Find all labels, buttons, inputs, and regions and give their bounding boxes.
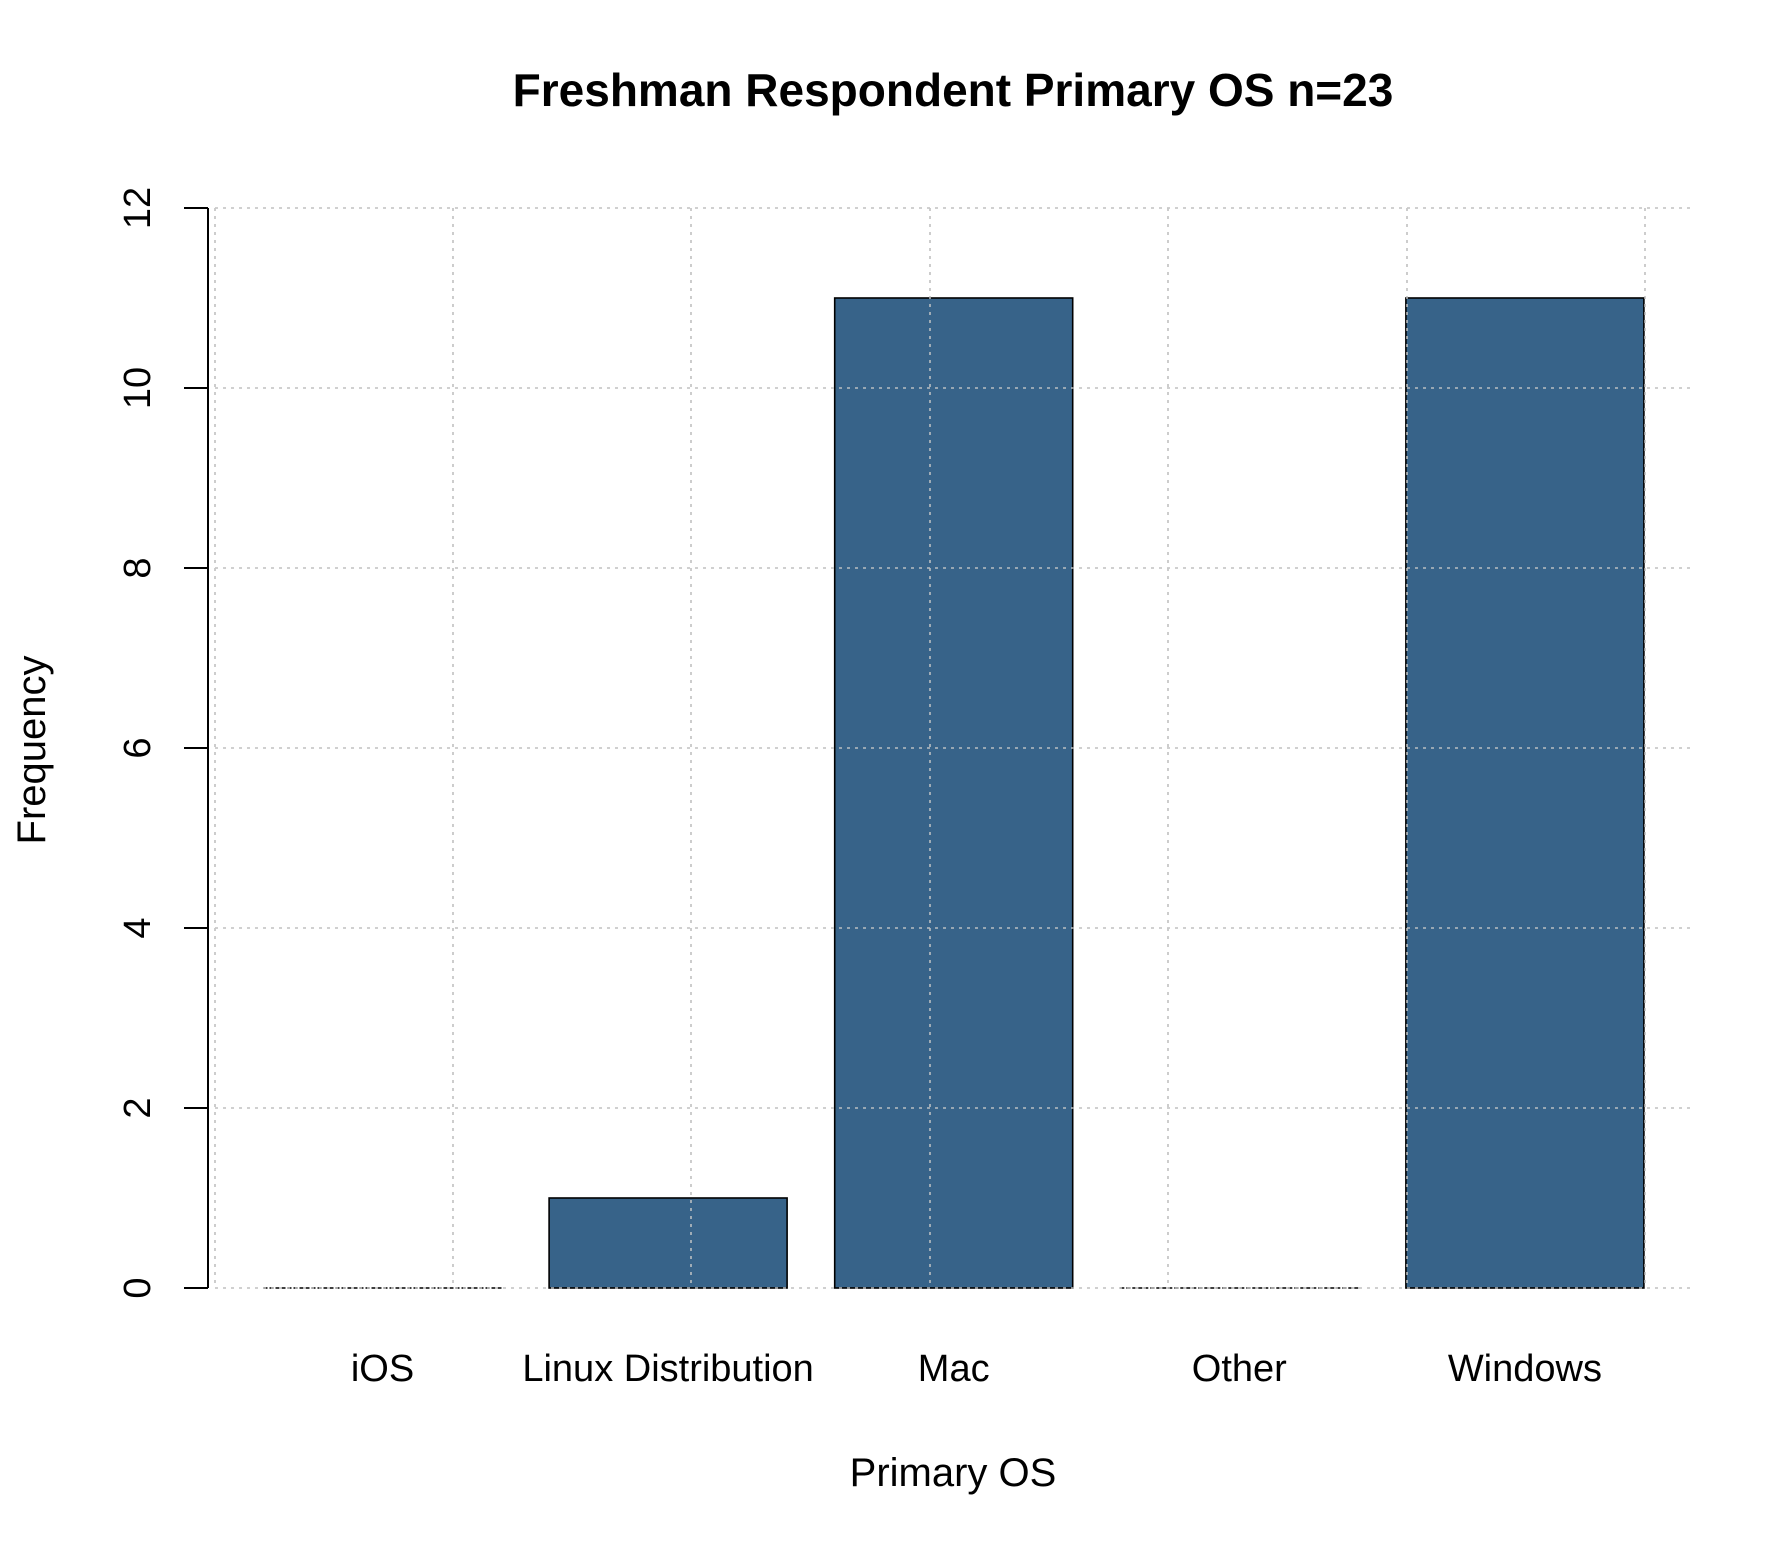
grid-overlay — [214, 207, 1695, 1289]
x-axis-categories: iOS Linux Distribution Mac Other Windows — [351, 1348, 1602, 1390]
y-tick-label: 0 — [117, 1277, 159, 1298]
bar-linux-distribution — [548, 1197, 788, 1289]
y-tick-label: 4 — [117, 917, 159, 938]
y-tick-label: 6 — [117, 737, 159, 758]
y-tick-label: 12 — [117, 187, 159, 229]
y-tick-label: 2 — [117, 1097, 159, 1118]
x-category-label: Linux Distribution — [522, 1348, 813, 1390]
y-axis-title: Frequency — [10, 656, 54, 845]
chart-title: Freshman Respondent Primary OS n=23 — [513, 64, 1394, 116]
x-axis-title: Primary OS — [850, 1451, 1057, 1495]
bars-layer — [263, 297, 1645, 1289]
x-category-label: iOS — [351, 1348, 414, 1390]
x-category-label: Other — [1192, 1348, 1287, 1390]
bar-windows — [1405, 297, 1645, 1289]
x-category-label: Windows — [1448, 1348, 1602, 1390]
bar-mac — [833, 297, 1074, 1289]
y-axis: 0 2 4 6 8 10 12 — [117, 187, 209, 1299]
y-tick-label: 8 — [117, 557, 159, 578]
y-tick-label: 10 — [117, 367, 159, 409]
x-category-label: Mac — [918, 1348, 990, 1390]
